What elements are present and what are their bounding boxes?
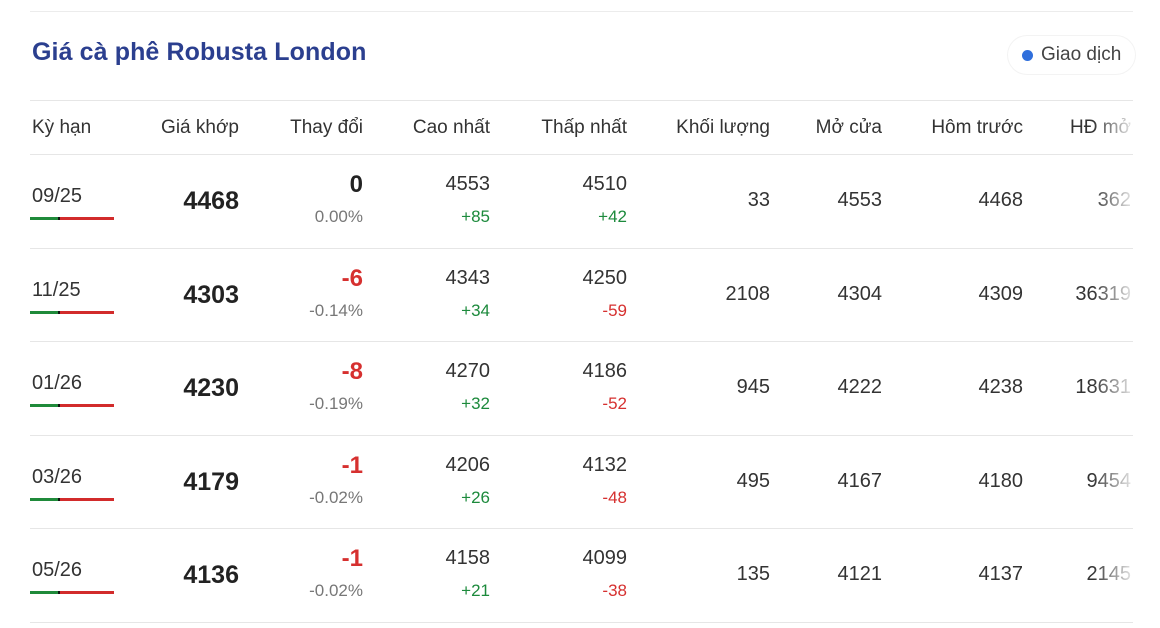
open-value: 4304 bbox=[837, 282, 883, 305]
change-percent: -0.02% bbox=[309, 487, 363, 507]
low-value: 4132 bbox=[582, 453, 628, 476]
open-interest-value: 36319 bbox=[1075, 282, 1131, 305]
volume-value: 2108 bbox=[725, 282, 771, 305]
status-dot-icon bbox=[1022, 49, 1033, 61]
change-percent: 0.00% bbox=[314, 207, 363, 226]
open-value: 4121 bbox=[837, 563, 883, 585]
open-value: 4222 bbox=[837, 376, 883, 398]
high-diff: +34 bbox=[461, 300, 490, 320]
term-range-bar bbox=[30, 497, 114, 501]
high-value: 4553 bbox=[445, 173, 491, 195]
match-price: 4230 bbox=[183, 374, 239, 402]
high-value: 4206 bbox=[445, 453, 491, 476]
col-high: Cao nhất bbox=[412, 117, 490, 138]
change-percent: -0.19% bbox=[309, 394, 363, 413]
low-value: 4099 bbox=[582, 547, 628, 569]
top-divider bbox=[30, 11, 1133, 12]
open-value: 4167 bbox=[837, 469, 883, 492]
term-range-bar bbox=[30, 217, 114, 220]
table-header: Kỳ hạn Giá khớp Thay đổi Cao nhất Thấp n… bbox=[30, 100, 1133, 155]
low-value: 4510 bbox=[582, 173, 628, 195]
col-open-interest: HĐ mở bbox=[1070, 117, 1132, 138]
low-diff: -48 bbox=[602, 487, 627, 507]
change-percent: -0.14% bbox=[309, 300, 363, 320]
term-range-bar bbox=[30, 404, 114, 407]
price-table: Kỳ hạn Giá khớp Thay đổi Cao nhất Thấp n… bbox=[30, 100, 1133, 623]
change-value: -6 bbox=[341, 264, 363, 292]
previous-value: 4468 bbox=[978, 189, 1024, 211]
high-diff: +26 bbox=[461, 487, 490, 507]
change-value: -8 bbox=[341, 358, 363, 385]
col-price: Giá khớp bbox=[161, 117, 239, 138]
trading-status-badge[interactable]: Giao dịch bbox=[1008, 36, 1136, 74]
high-diff: +21 bbox=[461, 581, 490, 600]
table-row[interactable]: 09/25 4468 0 0.00% 4553 +85 4510 +42 33 … bbox=[30, 155, 1133, 249]
previous-value: 4180 bbox=[978, 469, 1024, 492]
high-value: 4158 bbox=[445, 547, 491, 569]
term-range-bar bbox=[30, 591, 114, 594]
match-price: 4136 bbox=[183, 561, 239, 589]
low-diff: -52 bbox=[602, 394, 627, 413]
change-value: -1 bbox=[341, 451, 363, 479]
low-value: 4250 bbox=[582, 266, 628, 289]
high-value: 4343 bbox=[445, 266, 491, 289]
col-volume: Khối lượng bbox=[676, 117, 770, 138]
col-prev: Hôm trước bbox=[931, 117, 1023, 138]
col-change: Thay đổi bbox=[290, 117, 363, 138]
low-diff: -59 bbox=[602, 300, 627, 320]
low-diff: -38 bbox=[602, 581, 627, 600]
col-term: Kỳ hạn bbox=[32, 117, 92, 138]
col-low: Thấp nhất bbox=[541, 117, 627, 138]
open-interest-value: 18631 bbox=[1075, 376, 1131, 398]
volume-value: 135 bbox=[736, 563, 770, 585]
table-row[interactable]: 11/25 4303 -6 -0.14% 4343 +34 4250 -59 2… bbox=[30, 248, 1133, 342]
match-price: 4179 bbox=[183, 467, 239, 496]
match-price: 4303 bbox=[183, 280, 239, 309]
low-value: 4186 bbox=[582, 360, 628, 382]
volume-value: 33 bbox=[747, 189, 770, 211]
previous-value: 4238 bbox=[978, 376, 1024, 398]
term-label[interactable]: 09/25 bbox=[32, 185, 83, 207]
table-body: 09/25 4468 0 0.00% 4553 +85 4510 +42 33 … bbox=[30, 155, 1133, 623]
change-value: -1 bbox=[341, 545, 363, 572]
open-interest-value: 2145 bbox=[1086, 563, 1132, 585]
high-value: 4270 bbox=[445, 360, 491, 382]
match-price: 4468 bbox=[183, 187, 239, 215]
open-interest-value: 9454 bbox=[1086, 469, 1132, 492]
table-row[interactable]: 03/26 4179 -1 -0.02% 4206 +26 4132 -48 4… bbox=[30, 435, 1133, 529]
change-value: 0 bbox=[349, 171, 363, 198]
high-diff: +85 bbox=[461, 207, 490, 226]
term-label[interactable]: 05/26 bbox=[32, 559, 83, 581]
badge-label: Giao dịch bbox=[1041, 44, 1122, 65]
change-percent: -0.02% bbox=[309, 581, 363, 600]
open-value: 4553 bbox=[837, 189, 883, 211]
volume-value: 945 bbox=[736, 376, 770, 398]
low-diff: +42 bbox=[598, 207, 627, 226]
term-range-bar bbox=[30, 310, 114, 314]
term-label[interactable]: 01/26 bbox=[32, 372, 83, 394]
previous-value: 4137 bbox=[978, 563, 1024, 585]
page-title: Giá cà phê Robusta London bbox=[32, 38, 367, 66]
open-interest-value: 362 bbox=[1097, 189, 1131, 211]
term-label[interactable]: 03/26 bbox=[32, 465, 83, 488]
previous-value: 4309 bbox=[978, 282, 1024, 305]
term-label[interactable]: 11/25 bbox=[32, 278, 81, 301]
high-diff: +32 bbox=[461, 394, 490, 413]
table-row[interactable]: 01/26 4230 -8 -0.19% 4270 +32 4186 -52 9… bbox=[30, 342, 1133, 436]
table-row[interactable]: 05/26 4136 -1 -0.02% 4158 +21 4099 -38 1… bbox=[30, 529, 1133, 623]
volume-value: 495 bbox=[736, 469, 770, 492]
col-open: Mở cửa bbox=[815, 117, 882, 138]
